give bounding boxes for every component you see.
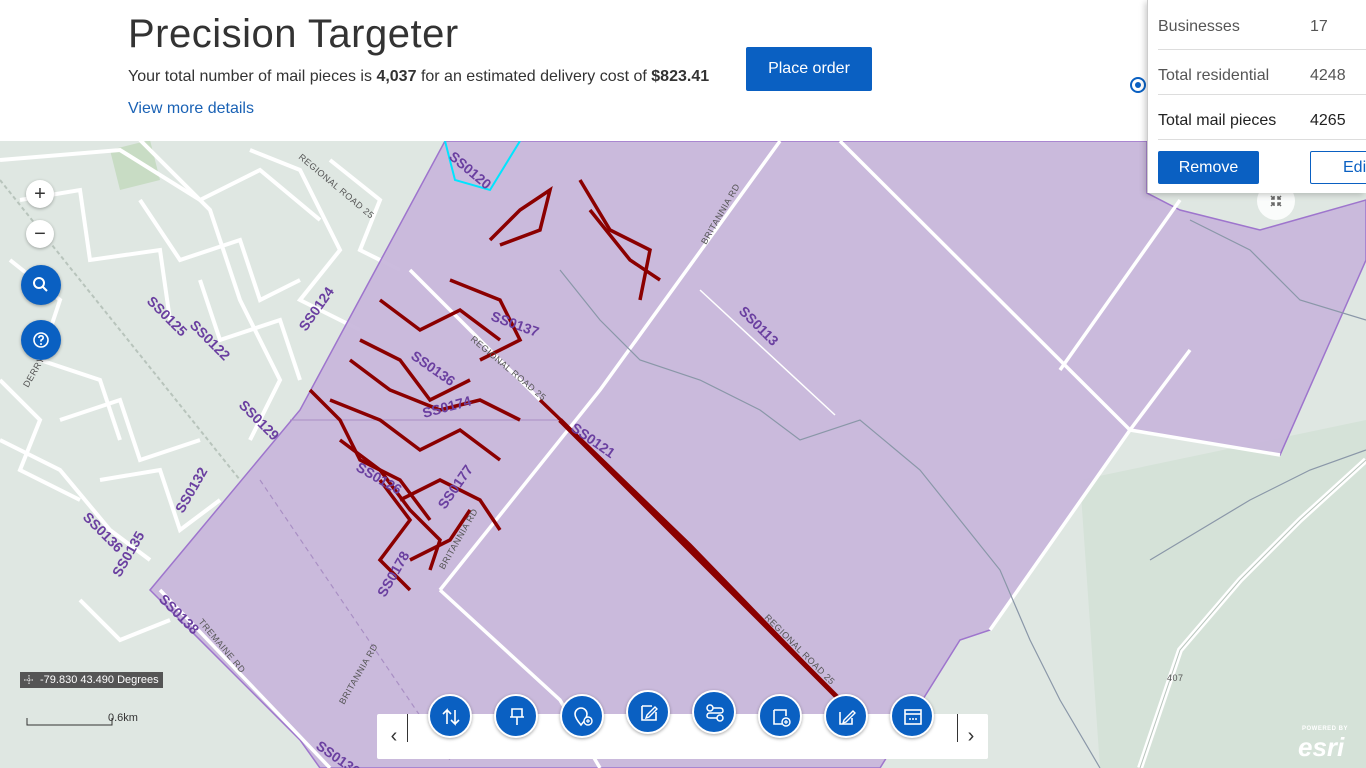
minor-road bbox=[699, 289, 836, 416]
edit-area-icon bbox=[839, 710, 856, 725]
stat-value: 17 bbox=[1310, 18, 1328, 35]
help-icon bbox=[33, 332, 49, 348]
view-details-link[interactable]: View more details bbox=[128, 100, 254, 117]
add-location-tool-button[interactable] bbox=[560, 694, 604, 738]
esri-wordmark: esri bbox=[1298, 732, 1345, 762]
esri-logo: POWERED BY esri bbox=[1298, 726, 1360, 762]
toolbar-next-button[interactable]: › bbox=[956, 714, 986, 759]
calendar-tool-button[interactable] bbox=[890, 694, 934, 738]
road-label: 407 bbox=[1167, 673, 1184, 683]
route-boundary bbox=[259, 479, 451, 761]
coordinate-readout: -79.830 43.490 Degrees bbox=[20, 672, 163, 688]
route-outline-ss0120 bbox=[444, 140, 521, 192]
collapse-icon bbox=[1270, 195, 1282, 207]
coordinate-text: -79.830 43.490 Degrees bbox=[40, 674, 159, 686]
stat-row-total: Total mail pieces 4265 bbox=[1158, 95, 1366, 140]
toolbar-divider bbox=[407, 714, 408, 742]
crosshair-icon bbox=[24, 675, 34, 685]
help-button[interactable] bbox=[21, 320, 61, 360]
remove-button[interactable]: Remove bbox=[1158, 151, 1259, 184]
edit-icon bbox=[641, 705, 658, 721]
stat-row-businesses: Businesses 17 bbox=[1158, 0, 1366, 50]
edit-area-tool-button[interactable] bbox=[824, 694, 868, 738]
mail-pieces-count: 4,037 bbox=[376, 68, 417, 85]
regional-road-selected bbox=[558, 418, 842, 702]
stat-value: 4265 bbox=[1310, 112, 1346, 129]
route-tool-button[interactable] bbox=[692, 690, 736, 734]
stat-row-residential: Total residential 4248 bbox=[1158, 50, 1366, 95]
edit-button[interactable]: Edit bbox=[1310, 151, 1366, 184]
creek bbox=[1189, 219, 1366, 321]
delivery-cost: $823.41 bbox=[651, 68, 710, 85]
route-stats-panel: Businesses 17 Total residential 4248 Tot… bbox=[1147, 0, 1366, 193]
route-icon bbox=[706, 704, 724, 722]
scale-label: 0.6km bbox=[108, 712, 138, 724]
stat-label: Businesses bbox=[1158, 18, 1240, 35]
add-area-icon bbox=[773, 709, 791, 727]
stat-value: 4248 bbox=[1310, 67, 1346, 84]
toolbar-prev-button[interactable]: ‹ bbox=[379, 714, 409, 759]
summary-middle: for an estimated delivery cost of bbox=[420, 68, 647, 85]
summary-prefix: Your total number of mail pieces is bbox=[128, 68, 372, 85]
esri-powered-by: POWERED BY bbox=[1302, 726, 1349, 732]
scale-bar bbox=[26, 718, 113, 726]
land-area bbox=[1080, 420, 1366, 768]
toolbar-divider bbox=[957, 714, 958, 742]
stat-label: Total residential bbox=[1158, 67, 1270, 84]
sort-tool-button[interactable] bbox=[428, 694, 472, 738]
residential-streets bbox=[0, 138, 401, 643]
creek bbox=[559, 269, 1101, 768]
zoom-out-button[interactable]: − bbox=[26, 220, 54, 248]
pin-tool-button[interactable] bbox=[494, 694, 538, 738]
tool-bar: ‹ › bbox=[377, 714, 988, 759]
header-panel: Precision Targeter Your total number of … bbox=[0, 0, 1366, 141]
page-title: Precision Targeter bbox=[128, 12, 459, 56]
search-icon bbox=[33, 277, 48, 292]
order-summary: Your total number of mail pieces is 4,03… bbox=[128, 68, 709, 86]
creek bbox=[1149, 449, 1366, 561]
pin-icon bbox=[510, 708, 524, 725]
locate-icon[interactable] bbox=[1129, 76, 1147, 94]
add-area-tool-button[interactable] bbox=[758, 694, 802, 738]
place-order-button[interactable]: Place order bbox=[746, 47, 872, 91]
stat-label: Total mail pieces bbox=[1158, 112, 1277, 129]
zoom-in-button[interactable]: + bbox=[26, 180, 54, 208]
location-add-icon bbox=[574, 707, 593, 727]
calendar-icon bbox=[904, 709, 922, 725]
sort-icon bbox=[442, 708, 460, 726]
edit-tool-button[interactable] bbox=[626, 690, 670, 734]
search-button[interactable] bbox=[21, 265, 61, 305]
